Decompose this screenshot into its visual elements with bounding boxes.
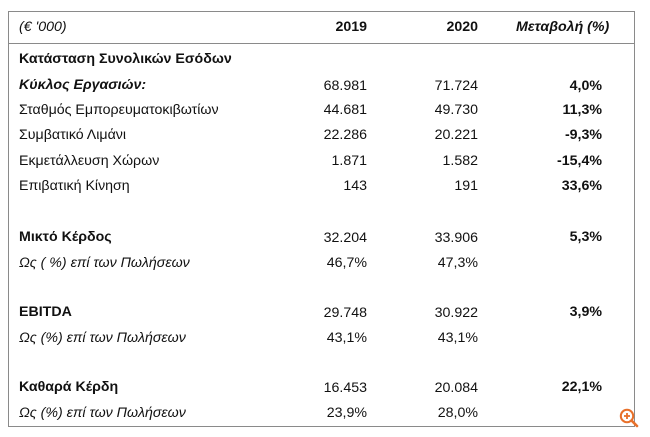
- zoom-in-icon-graphic: [619, 408, 639, 428]
- row-label-net-profit: Καθαρά Κέρδη: [19, 379, 119, 395]
- value-change: 4,0%: [569, 78, 602, 94]
- value-2020: 49.730: [434, 102, 478, 118]
- zoom-in-icon[interactable]: [618, 407, 640, 429]
- column-header-2020: 2020: [446, 19, 478, 35]
- value-2019: 68.981: [323, 78, 367, 94]
- value-change: 3,9%: [569, 304, 602, 320]
- header-divider: [8, 43, 635, 44]
- value-2019: 29.748: [323, 305, 367, 321]
- value-2020: 43,1%: [437, 330, 478, 346]
- row-label-margin: Ως ( %) επί των Πωλήσεων: [19, 255, 190, 271]
- row-label-margin: Ως (%) επί των Πωλήσεων: [19, 405, 186, 421]
- value-2019: 143: [343, 178, 367, 194]
- value-2020: 20.084: [434, 380, 478, 396]
- value-2019: 46,7%: [326, 255, 367, 271]
- value-change: 33,6%: [561, 178, 602, 194]
- value-2019: 1.871: [331, 153, 367, 169]
- column-header-change: Μεταβολή (%): [516, 19, 610, 35]
- row-label-ebitda: EBITDA: [19, 304, 72, 320]
- row-label-gross-profit: Μικτό Κέρδος: [19, 229, 112, 245]
- value-2020: 71.724: [434, 78, 478, 94]
- unit-label: (€ '000): [19, 19, 67, 35]
- value-change: -15,4%: [557, 153, 602, 169]
- value-2020: 33.906: [434, 230, 478, 246]
- value-2019: 44.681: [323, 102, 367, 118]
- value-change: 11,3%: [562, 102, 602, 118]
- row-label-margin: Ως (%) επί των Πωλήσεων: [19, 330, 186, 346]
- value-2019: 23,9%: [326, 405, 367, 421]
- value-2019: 32.204: [323, 230, 367, 246]
- value-2019: 22.286: [323, 127, 367, 143]
- row-label: Επιβατική Κίνηση: [19, 178, 130, 194]
- value-change: 5,3%: [569, 229, 602, 245]
- value-2020: 1.582: [442, 153, 478, 169]
- value-2020: 47,3%: [437, 255, 478, 271]
- financial-table: [8, 11, 635, 427]
- row-label-revenue: Κύκλος Εργασιών:: [19, 77, 147, 93]
- value-change: -9,3%: [564, 127, 602, 143]
- value-change: 22,1%: [561, 379, 602, 395]
- section-title: Κατάσταση Συνολικών Εσόδων: [19, 51, 232, 67]
- value-2019: 16.453: [323, 380, 367, 396]
- value-2020: 30.922: [434, 305, 478, 321]
- column-header-2019: 2019: [335, 19, 367, 35]
- row-label: Εκμετάλλευση Χώρων: [19, 153, 160, 169]
- row-label: Σταθμός Εμπορευματοκιβωτίων: [19, 102, 219, 118]
- value-2019: 43,1%: [326, 330, 367, 346]
- value-2020: 20.221: [434, 127, 478, 143]
- value-2020: 28,0%: [437, 405, 478, 421]
- value-2020: 191: [454, 178, 478, 194]
- row-label: Συμβατικό Λιμάνι: [19, 127, 127, 143]
